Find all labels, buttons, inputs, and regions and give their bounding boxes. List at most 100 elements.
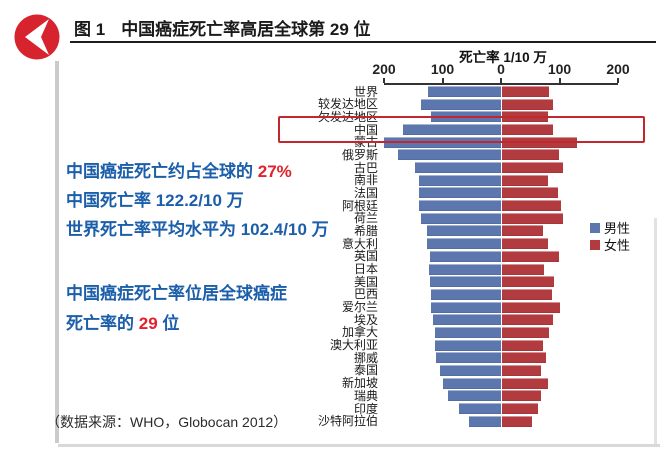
legend-item-male: 男性 (590, 219, 630, 236)
stat-value-rank-29: 29 (138, 314, 158, 333)
axis-tick-label-0: 200 (372, 61, 396, 77)
category-label: 美国 (353, 274, 378, 289)
male-bar (434, 326, 501, 338)
male-bar (418, 174, 501, 186)
axis-tick-label-4: 200 (606, 61, 630, 77)
data-source-note: （数据来源：WHO，Globocan 2012） (46, 414, 288, 430)
right-border (654, 218, 657, 444)
female-bar (502, 377, 548, 389)
category-label: 爱尔兰 (341, 300, 378, 315)
male-bar (442, 377, 501, 389)
male-bar (430, 288, 501, 300)
male-bar (469, 415, 501, 427)
female-bar (502, 124, 553, 136)
axis-tick-mark-1 (441, 78, 444, 83)
male-bar (420, 212, 501, 224)
male-bar (429, 263, 501, 275)
male-bar (426, 225, 501, 237)
category-label: 英国 (353, 249, 378, 264)
female-bar (502, 352, 546, 364)
female-bar (502, 415, 533, 427)
category-label: 泰国 (353, 363, 378, 378)
axis-tick-label-1: 100 (430, 61, 455, 77)
male-bar (419, 200, 501, 212)
axis-tick-mark-2 (500, 78, 502, 83)
female-bar (502, 174, 549, 186)
legend-item-female: 女性 (590, 236, 630, 253)
left-divider-line (55, 61, 59, 443)
stats-annotation-1: 中国癌症死亡约占全球的 27% 中国死亡率 122.2/10 万 世界死亡率平均… (66, 157, 329, 244)
axis-tick-mark-0 (383, 78, 385, 83)
category-label: 世界 (353, 84, 378, 99)
category-label: 中国 (353, 122, 378, 137)
male-bar (439, 364, 501, 376)
female-bar (502, 364, 542, 376)
female-bar (502, 390, 542, 402)
category-label: 古巴 (353, 160, 378, 175)
male-bar (430, 276, 501, 288)
female-bar (502, 276, 555, 288)
female-bar (502, 86, 549, 97)
axis-tick-mark-4 (617, 78, 619, 83)
category-label: 加拿大 (341, 325, 378, 340)
category-label: 日本 (353, 262, 378, 277)
female-bar (502, 162, 564, 174)
male-bar (403, 124, 501, 136)
category-label: 荷兰 (353, 211, 378, 226)
axis-title: 死亡率 1/10 万 (459, 50, 547, 65)
male-bar (418, 187, 501, 199)
female-bar (502, 250, 560, 262)
female-bar (502, 288, 552, 300)
female-legend-label: 女性 (604, 238, 631, 253)
male-bar (430, 301, 501, 313)
male-bar (433, 314, 501, 326)
stat-line-rank-2: 死亡率的 29 位 (66, 314, 180, 333)
back-arrow-logo (14, 14, 60, 60)
male-legend-swatch (590, 222, 600, 233)
category-label: 沙特阿拉伯 (317, 414, 378, 429)
category-label: 俄罗斯 (341, 147, 378, 162)
female-bar (502, 98, 554, 110)
female-bar (502, 238, 549, 250)
axis-tick-label-2: 0 (497, 61, 505, 77)
female-legend-swatch (590, 239, 600, 250)
category-label: 印度 (353, 401, 378, 416)
male-bar (459, 403, 501, 414)
female-bar (502, 187, 558, 199)
category-label: 埃及 (353, 312, 378, 327)
male-bar (430, 250, 501, 262)
stat-line-global-share: 中国癌症死亡约占全球的 27% (66, 162, 292, 181)
female-bar (502, 200, 562, 212)
title-underline (70, 41, 656, 43)
stat-line-china-rate: 中国死亡率 122.2/10 万 (66, 191, 244, 210)
category-label: 希腊 (353, 223, 378, 238)
male-bar (415, 162, 501, 174)
male-bar (436, 352, 501, 364)
stat-line-world-rate: 世界死亡率平均水平为 102.4/10 万 (66, 220, 329, 239)
category-label: 法国 (353, 185, 378, 200)
category-label: 巴西 (353, 287, 378, 302)
figure-label: 图 1 (74, 20, 106, 39)
category-label: 瑞典 (353, 388, 378, 403)
male-bar (448, 390, 501, 402)
male-bar (398, 149, 501, 161)
female-bar (502, 339, 543, 351)
category-label: 新加坡 (341, 376, 378, 391)
female-bar (502, 301, 560, 313)
figure-title: 图 1 中国癌症死亡率高居全球第 29 位 (74, 15, 371, 40)
female-bar (502, 263, 544, 275)
x-axis-line (384, 83, 618, 85)
female-bar (502, 225, 543, 237)
female-bar (502, 149, 560, 161)
male-bar (434, 339, 501, 351)
female-bar (502, 212, 564, 224)
category-label: 澳大利亚 (329, 338, 378, 353)
axis-tick-mark-3 (558, 78, 561, 83)
stat-value-27pct: 27% (257, 162, 292, 181)
china-highlight-box (278, 115, 645, 143)
female-bar (502, 403, 538, 414)
legend: 男性 女性 (590, 219, 630, 253)
page-title: 中国癌症死亡率高居全球第 29 位 (121, 20, 371, 39)
